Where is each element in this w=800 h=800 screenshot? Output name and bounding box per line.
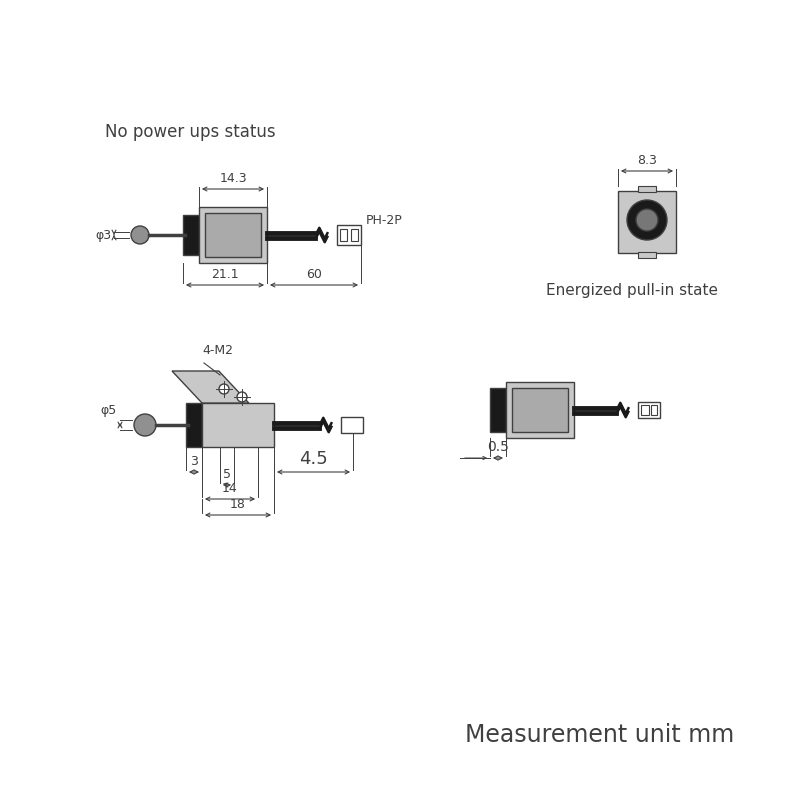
Bar <box>186 403 202 447</box>
Text: 21.1: 21.1 <box>211 268 239 281</box>
Text: 4.5: 4.5 <box>299 450 328 468</box>
Bar <box>638 252 656 258</box>
Bar <box>183 215 199 255</box>
Text: No power ups status: No power ups status <box>105 123 275 141</box>
Text: 3: 3 <box>190 455 198 468</box>
Bar <box>638 186 656 192</box>
Circle shape <box>131 226 149 244</box>
Bar <box>341 417 363 433</box>
Text: 4-M2: 4-M2 <box>202 344 233 357</box>
Bar <box>340 229 347 241</box>
Bar <box>506 382 574 438</box>
Text: φ3: φ3 <box>95 229 111 242</box>
Text: 8.3: 8.3 <box>637 154 657 167</box>
Bar <box>199 207 267 263</box>
Bar <box>202 403 274 447</box>
Bar <box>641 405 649 415</box>
Bar <box>651 405 657 415</box>
Text: 14.3: 14.3 <box>219 172 247 185</box>
Text: 0.5: 0.5 <box>487 440 509 454</box>
Polygon shape <box>172 371 249 403</box>
Text: φ5: φ5 <box>101 404 117 417</box>
Text: 5: 5 <box>223 468 231 481</box>
Circle shape <box>627 200 667 240</box>
Circle shape <box>237 392 247 402</box>
Bar <box>490 388 506 432</box>
Text: PH-2P: PH-2P <box>366 214 402 227</box>
Bar <box>205 213 261 257</box>
Text: Energized pull-in state: Energized pull-in state <box>546 282 718 298</box>
Circle shape <box>134 414 156 436</box>
Bar <box>337 225 361 245</box>
Text: 60: 60 <box>306 268 322 281</box>
Text: 14: 14 <box>222 482 238 495</box>
Bar <box>351 229 358 241</box>
Text: 18: 18 <box>230 498 246 511</box>
Circle shape <box>219 384 229 394</box>
Bar <box>618 191 676 253</box>
Circle shape <box>636 209 658 231</box>
Bar <box>638 402 660 418</box>
Text: Measurement unit mm: Measurement unit mm <box>466 723 734 747</box>
Bar <box>512 388 568 432</box>
